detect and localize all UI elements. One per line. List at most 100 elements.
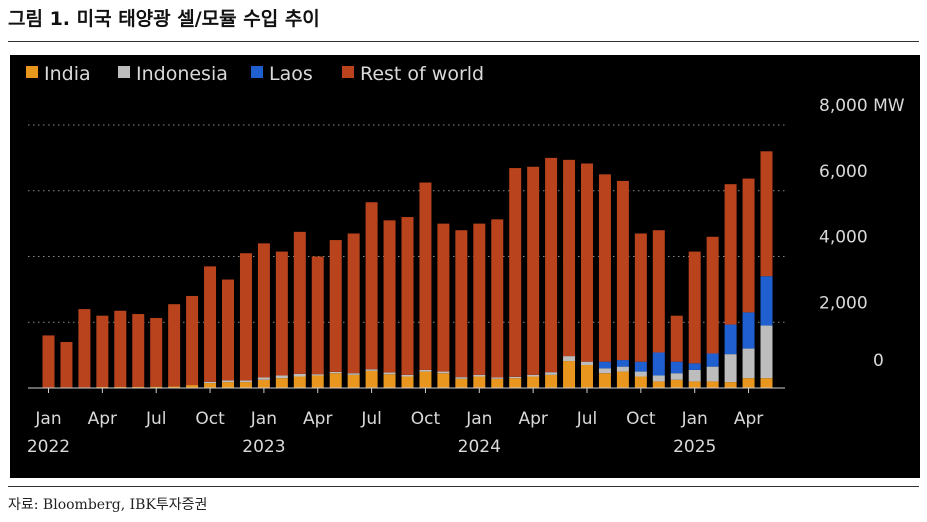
bar-segment-india-2022-08 [168, 386, 181, 388]
bar-segment-indonesia-2024-04 [527, 374, 540, 377]
bar-segment-rest-of-world-2023-05 [329, 240, 342, 372]
bar-segment-rest-of-world-2022-08 [168, 304, 181, 387]
bar-segment-rest-of-world-2022-09 [186, 295, 199, 386]
bar-segment-rest-of-world-2022-07 [150, 317, 163, 387]
bar-segment-india-2024-11 [652, 381, 665, 388]
x-tick-month: Jan [250, 409, 277, 429]
y-axis-ticks: 0 2,000 4,000 6,000 8,000 MW [819, 96, 905, 371]
bar-segment-rest-of-world-2023-03 [293, 231, 306, 374]
bar-segment-indonesia-2024-12 [670, 373, 683, 380]
bar-segment-laos-2024-10 [634, 361, 647, 372]
x-tick-month: Jan [34, 409, 61, 429]
bar-segment-rest-of-world-2025-01 [688, 251, 701, 364]
bar-segment-india-2025-02 [706, 381, 719, 388]
legend-label: India [44, 63, 91, 85]
bar-segment-india-2023-05 [329, 373, 342, 388]
bar-segment-india-2025-05 [760, 378, 773, 388]
bar-segment-indonesia-2025-05 [760, 325, 773, 379]
bar-segment-indonesia-2023-08 [383, 372, 396, 375]
title-divider [8, 41, 919, 42]
bar-segment-laos-2025-03 [724, 324, 737, 355]
bar-segment-rest-of-world-2022-05 [114, 310, 127, 388]
bar-segment-rest-of-world-2022-04 [96, 315, 109, 388]
bar-segment-rest-of-world-2023-12 [455, 230, 468, 378]
bar-segment-india-2024-08 [598, 373, 611, 388]
chart-bars [42, 151, 773, 388]
bar-segment-indonesia-2024-02 [491, 377, 504, 379]
bar-segment-india-2024-07 [581, 364, 593, 388]
bar-segment-rest-of-world-2024-08 [598, 174, 611, 362]
bar-segment-rest-of-world-2023-09 [401, 217, 414, 375]
bar-segment-indonesia-2025-01 [688, 369, 701, 382]
bar-segment-indonesia-2022-10 [204, 381, 217, 384]
bar-segment-rest-of-world-2022-10 [204, 266, 217, 382]
legend-label: Laos [269, 63, 313, 85]
bar-segment-india-2023-06 [347, 374, 360, 388]
x-tick-month: Jul [576, 409, 598, 429]
x-tick-month: Oct [411, 409, 441, 429]
bar-segment-india-2023-02 [275, 378, 288, 388]
chart-panel: India Indonesia Laos Rest of world 0 2,000 4,… [10, 55, 920, 478]
bar-segment-india-2025-04 [742, 378, 755, 388]
bar-segment-india-2023-07 [365, 370, 378, 388]
figure-title: 그림 1. 미국 태양광 셀/모듈 수입 추이 [8, 8, 320, 30]
bar-segment-india-2023-09 [401, 376, 414, 388]
bar-segment-india-2022-10 [204, 383, 217, 388]
x-tick-month: Oct [195, 409, 225, 429]
bar-segment-india-2024-10 [634, 376, 647, 388]
legend-swatch-laos [251, 66, 263, 78]
chart-legend: India Indonesia Laos Rest of world [26, 63, 484, 85]
bar-segment-indonesia-2023-01 [257, 377, 270, 380]
bar-segment-indonesia-2024-07 [581, 361, 593, 365]
bar-segment-laos-2024-08 [598, 361, 611, 369]
bar-segment-laos-2025-05 [760, 276, 773, 326]
bar-segment-indonesia-2023-04 [311, 374, 324, 376]
bar-segment-india-2025-01 [688, 381, 701, 388]
bar-segment-india-2024-05 [545, 374, 558, 388]
bar-segment-indonesia-2024-08 [598, 368, 611, 374]
x-tick-month: Jan [681, 409, 708, 429]
bar-segment-rest-of-world-2022-11 [222, 279, 234, 381]
bar-segment-rest-of-world-2024-03 [509, 168, 522, 377]
bar-segment-rest-of-world-2024-07 [581, 163, 593, 362]
bar-segment-indonesia-2024-10 [634, 371, 647, 377]
stacked-bar-chart: India Indonesia Laos Rest of world 0 2,000 4,… [26, 63, 905, 457]
bar-segment-laos-2024-09 [616, 360, 629, 367]
legend-swatch-rest-of-world [342, 66, 354, 78]
bar-segment-indonesia-2024-05 [545, 372, 558, 375]
x-tick-month: Jul [145, 409, 167, 429]
bar-segment-rest-of-world-2022-01 [42, 335, 55, 388]
y-tick-label: 8,000 MW [819, 96, 905, 116]
bar-segment-rest-of-world-2023-04 [311, 256, 324, 375]
bar-segment-rest-of-world-2024-06 [563, 159, 576, 357]
x-tick-month: Apr [734, 409, 763, 429]
bar-segment-rest-of-world-2023-01 [257, 243, 270, 378]
bar-segment-indonesia-2022-11 [222, 380, 234, 383]
bar-segment-laos-2025-01 [688, 363, 701, 370]
bar-segment-rest-of-world-2024-11 [652, 230, 665, 353]
x-tick-year: 2023 [242, 437, 285, 457]
bar-segment-rest-of-world-2024-09 [616, 180, 629, 361]
bar-segment-india-2022-12 [239, 382, 252, 388]
bar-segment-india-2025-03 [724, 382, 737, 388]
bar-segment-rest-of-world-2025-04 [742, 178, 755, 313]
y-tick-label: 6,000 [819, 162, 868, 182]
x-tick-month: Jan [465, 409, 492, 429]
bar-segment-rest-of-world-2024-01 [473, 223, 486, 375]
bar-segment-rest-of-world-2024-10 [634, 233, 647, 362]
source-note: 자료: Bloomberg, IBK투자증권 [8, 497, 208, 513]
legend-swatch-indonesia [118, 66, 130, 78]
bar-segment-indonesia-2023-03 [293, 373, 306, 377]
bar-segment-rest-of-world-2024-02 [491, 219, 504, 378]
bar-segment-indonesia-2024-01 [473, 374, 486, 377]
bar-segment-indonesia-2024-09 [616, 366, 629, 372]
bar-segment-laos-2025-02 [706, 353, 719, 367]
bar-segment-laos-2024-11 [652, 352, 665, 376]
bar-segment-india-2024-01 [473, 376, 486, 388]
bar-segment-rest-of-world-2025-03 [724, 184, 737, 325]
bar-segment-indonesia-2023-11 [437, 371, 450, 374]
bar-segment-india-2024-09 [616, 371, 629, 388]
bar-segment-indonesia-2023-12 [455, 377, 468, 379]
bar-segment-india-2023-04 [311, 375, 324, 388]
bar-segment-indonesia-2024-03 [509, 376, 522, 379]
